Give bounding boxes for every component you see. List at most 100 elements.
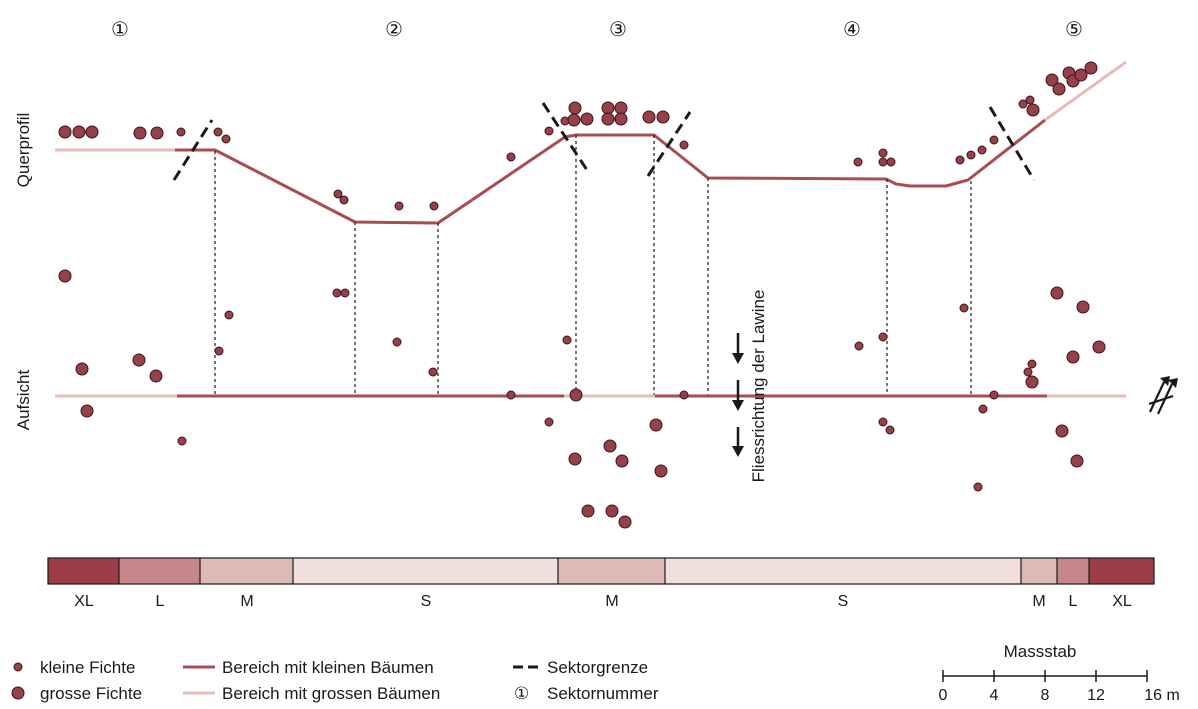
sector-number-legend-icon: ① [514, 684, 529, 703]
profile-line-large-trees-right [1044, 60, 1127, 122]
sector-boundaries [172, 102, 1036, 181]
scale-tick-label: 4 [990, 687, 999, 704]
size-class-segment-l [119, 558, 200, 584]
small-tree [429, 201, 439, 211]
size-class-label: XL [74, 593, 94, 610]
small-tree [339, 195, 349, 205]
sector-boundary [988, 106, 1036, 181]
down-arrow-icon [732, 400, 744, 411]
small-tree [989, 135, 999, 145]
sector-boundary [541, 102, 591, 174]
small-tree [224, 310, 234, 320]
small-tree [878, 417, 888, 427]
large-tree [1070, 454, 1084, 468]
plan-trees [58, 269, 1106, 529]
small-tree [392, 337, 402, 347]
size-class-label: M [1032, 593, 1045, 610]
large-tree [603, 439, 617, 453]
large-tree [605, 504, 619, 518]
small-tree [428, 367, 438, 377]
legend-sector-boundary-label: Sektorgrenze [547, 658, 648, 677]
sector-numbers: ① ② ③ ④ ⑤ [111, 19, 1083, 41]
large-tree [642, 110, 656, 124]
large-tree [568, 452, 582, 466]
small-tree [989, 390, 999, 400]
size-class-label: L [1069, 593, 1078, 610]
sector-boundary [172, 119, 214, 181]
small-tree [973, 482, 983, 492]
sector-number-3: ③ [609, 19, 627, 41]
large-tree [58, 269, 72, 283]
size-class-segment-s [665, 558, 1021, 584]
large-tree [1076, 300, 1090, 314]
sector-boundary [646, 111, 692, 177]
large-tree [75, 362, 89, 376]
small-tree [176, 127, 186, 137]
large-tree [601, 101, 615, 115]
small-tree [978, 404, 988, 414]
small-tree [506, 390, 516, 400]
profile-side-label: Querprofil [14, 113, 33, 188]
small-tree [966, 150, 976, 160]
small-tree [679, 390, 689, 400]
legend-small-trees-zone-label: Bereich mit kleinen Bäumen [222, 658, 434, 677]
large-tree [72, 125, 86, 139]
scale-tick-label: 8 [1041, 687, 1050, 704]
small-tree [959, 303, 969, 313]
large-tree [615, 454, 629, 468]
cross-profile [55, 60, 1127, 225]
legend-large-tree-label: grosse Fichte [40, 684, 142, 703]
large-tree [1025, 375, 1039, 389]
small-tree [878, 332, 888, 342]
size-class-segment-xl [48, 558, 119, 584]
small-tree [214, 346, 224, 356]
small-tree [885, 425, 895, 435]
legend-small-tree-label: kleine Fichte [40, 658, 135, 677]
sector-number-1: ① [111, 19, 129, 41]
large-tree-legend-icon [11, 686, 25, 700]
small-tree [1025, 95, 1035, 105]
size-class-segment-m [558, 558, 665, 584]
small-tree [213, 127, 223, 137]
large-tree [1045, 73, 1059, 87]
legend: kleine Fichte grosse Fichte Bereich mit … [11, 658, 659, 703]
size-class-segment-xl [1089, 558, 1154, 584]
large-tree [1055, 424, 1069, 438]
large-tree [568, 101, 582, 115]
small-tree [544, 126, 554, 136]
small-tree-legend-icon [13, 662, 23, 672]
small-tree [394, 201, 404, 211]
size-class-segment-m [1021, 558, 1057, 584]
small-tree [333, 189, 343, 199]
large-tree [85, 125, 99, 139]
sector-number-4: ④ [843, 19, 861, 41]
small-tree [878, 157, 888, 167]
north-arrow-icon [1148, 376, 1178, 415]
scale-tick-label: 12 [1087, 687, 1105, 704]
small-tree [340, 288, 350, 298]
size-class-label: S [421, 593, 432, 610]
size-class-label: L [156, 593, 165, 610]
large-tree [1074, 68, 1088, 82]
large-tree [581, 504, 595, 518]
size-class-segment-l [1057, 558, 1089, 584]
sector-number-2: ② [385, 19, 403, 41]
legend-sector-number-label: Sektornummer [547, 684, 659, 703]
large-tree [649, 418, 663, 432]
large-tree [1092, 340, 1106, 354]
size-class-segment-s [293, 558, 558, 584]
large-tree [1066, 350, 1080, 364]
small-tree [977, 145, 987, 155]
size-class-label: M [605, 593, 618, 610]
small-tree [679, 140, 689, 150]
large-tree [1084, 61, 1098, 75]
scale-bar: Massstab 0 4 8 12 16 m [939, 642, 1180, 704]
large-tree [58, 125, 72, 139]
small-tree [1018, 99, 1028, 109]
large-tree [1050, 286, 1064, 300]
small-tree [332, 288, 342, 298]
size-class-label: M [240, 593, 253, 610]
large-tree [656, 110, 670, 124]
plan-side-label: Aufsicht [14, 369, 33, 430]
